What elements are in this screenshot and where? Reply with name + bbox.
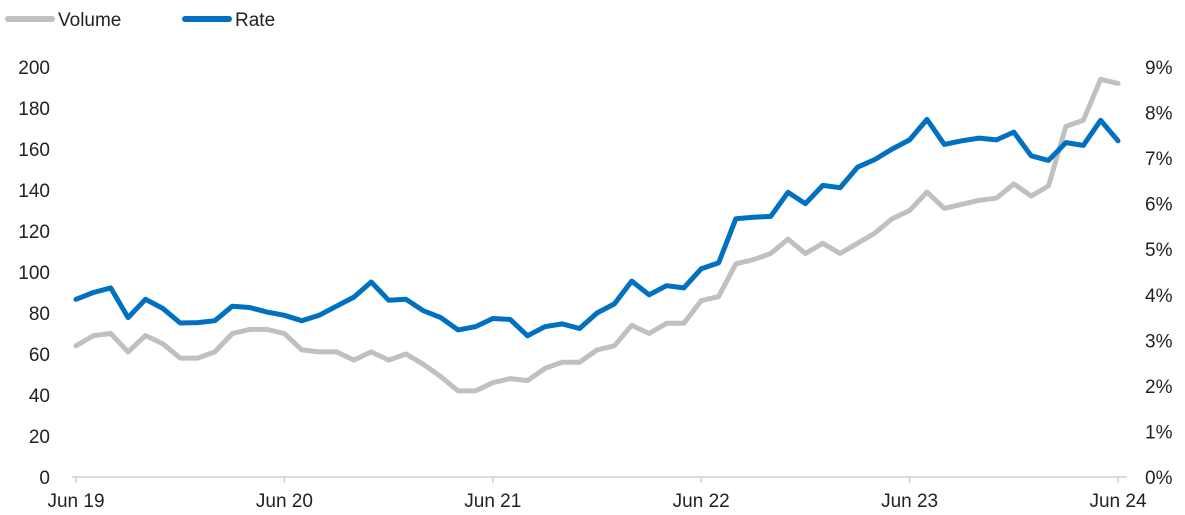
x-tick-label: Jun 24 (1089, 491, 1146, 512)
legend-label-rate: Rate (235, 10, 275, 31)
y-right-tick-label: 7% (1145, 149, 1173, 170)
x-tick-label: Jun 21 (464, 491, 521, 512)
series-layer (73, 76, 1121, 394)
y-left-tick-label: 100 (18, 263, 50, 284)
legend-label-volume: Volume (58, 10, 121, 31)
y-right-tick-label: 2% (1145, 377, 1173, 398)
x-tick-label: Jun 19 (47, 491, 104, 512)
y-left-tick-label: 20 (29, 427, 50, 448)
y-left-tick-label: 40 (29, 386, 50, 407)
y-left-tick-label: 60 (29, 345, 50, 366)
series-line-volume (73, 76, 1121, 394)
y-right-tick-label: 3% (1145, 331, 1173, 352)
y-right-tick-label: 4% (1145, 286, 1173, 307)
y-left-tick-label: 140 (18, 181, 50, 202)
y-left-tick-label: 120 (18, 222, 50, 243)
legend: Volume Rate (5, 10, 275, 31)
series-line-rate (73, 116, 1121, 339)
y-left-tick-label: 160 (18, 140, 50, 161)
x-axis-ticks: Jun 19 Jun 20 Jun 21 Jun 22 Jun 23 Jun 24 (47, 477, 1147, 512)
y-right-tick-label: 5% (1145, 240, 1173, 261)
y-right-tick-label: 1% (1145, 422, 1173, 443)
y-left-axis-ticks: 0 20 40 60 80 100 120 140 160 180 200 (18, 58, 50, 489)
y-right-tick-label: 8% (1145, 104, 1173, 125)
y-right-axis-ticks: 0% 1% 2% 3% 4% 5% 6% 7% 8% 9% (1145, 58, 1173, 489)
y-right-tick-label: 6% (1145, 195, 1173, 216)
y-left-tick-label: 80 (29, 304, 50, 325)
y-left-tick-label: 200 (18, 58, 50, 79)
y-left-tick-label: 0 (39, 468, 50, 489)
x-tick-label: Jun 20 (256, 491, 313, 512)
x-tick-label: Jun 23 (881, 491, 938, 512)
y-right-tick-label: 0% (1145, 468, 1173, 489)
x-tick-label: Jun 22 (673, 491, 730, 512)
y-right-tick-label: 9% (1145, 58, 1173, 79)
y-left-tick-label: 180 (18, 99, 50, 120)
